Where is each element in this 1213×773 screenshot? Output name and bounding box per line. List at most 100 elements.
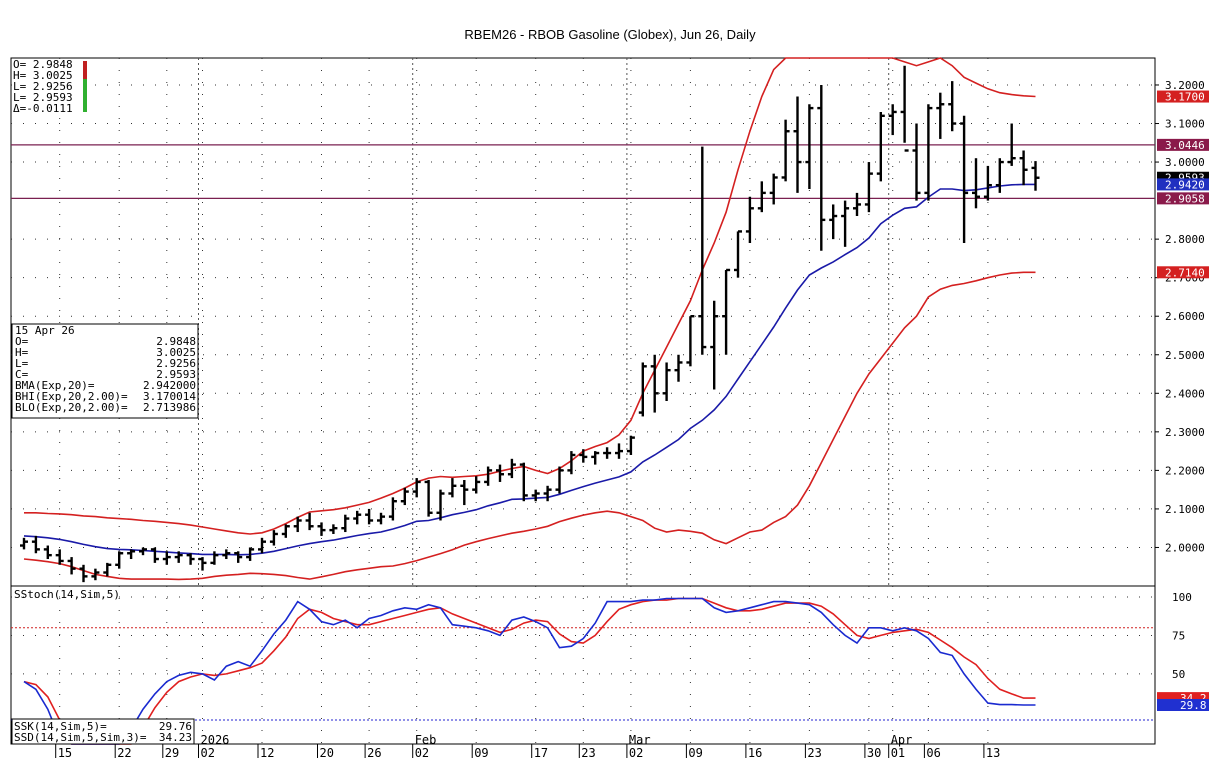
stoch-tick-label: 100: [1172, 591, 1192, 604]
price-badge-bg: [1157, 138, 1209, 151]
ohlc-bar: [674, 354, 683, 382]
x-tick-label: 16: [748, 746, 762, 760]
ohlc-bar: [91, 568, 100, 581]
close-indicator: [83, 79, 87, 112]
x-month-label: Feb: [415, 733, 437, 747]
top-info-open: O= 2.9848: [13, 58, 73, 71]
data-window-key: C=: [15, 368, 29, 381]
data-window-key: BLO(Exp,20,2.00)=: [15, 401, 128, 414]
stoch-tick-label: 75: [1172, 629, 1185, 642]
ohlc-bar: [341, 514, 350, 533]
ohlc-bar: [995, 158, 1004, 193]
ohlc-bar: [20, 537, 28, 550]
ohlc-bar: [686, 315, 695, 367]
ohlc-bar: [936, 92, 945, 139]
ohlc-bar: [948, 81, 957, 132]
ohlc-bar: [972, 158, 980, 209]
stoch-readout: SSK(14,Sim,5)= 29.76 SSD(14,Sim,5,Sim,3)…: [11, 718, 195, 745]
ohlc-bar: [377, 512, 385, 525]
ohlc-bar: [162, 551, 171, 565]
price-badge-bg: [1157, 90, 1209, 103]
price-badge-bg: [1157, 192, 1209, 205]
bollinger-lower-line: [23, 271, 1036, 581]
ohlc-bar: [412, 478, 421, 498]
ohlc-bar: [864, 162, 873, 213]
ohlc-bar: [388, 497, 397, 521]
price-tick-label: 2.4000: [1165, 387, 1205, 400]
data-window-value: 2.942000: [143, 379, 196, 392]
ohlc-bar: [424, 480, 433, 517]
data-window-key: L=: [15, 357, 29, 370]
ohlc-bar: [615, 443, 623, 459]
ohlc-bar: [269, 530, 278, 546]
ohlc-bar: [174, 551, 183, 563]
ohlc-bar: [31, 535, 40, 554]
ohlc-bar: [484, 466, 493, 486]
ohlc-bar: [472, 476, 481, 494]
x-tick-label: 02: [629, 746, 643, 760]
price-y-axis: 3.20003.10003.00002.80002.70002.60002.50…: [1155, 79, 1205, 554]
price-badge-label: 3.0446: [1165, 139, 1205, 152]
ohlc-bar: [567, 451, 576, 475]
price-badge-label: 2.7140: [1165, 266, 1205, 279]
ohlc-bar: [436, 489, 445, 521]
price-tick-label: 2.8000: [1165, 233, 1205, 246]
x-axis: 15 22 29 02 12 20 26 02 09 17 23 02 09 16 23 30 01 06 1320…: [55, 733, 1000, 760]
ohlc-bar: [222, 549, 231, 560]
x-tick-label: 09: [688, 746, 702, 760]
ssk-line: [23, 597, 1036, 745]
stoch-title: SStoch(14,Sim,5): [14, 588, 120, 601]
stoch-badges: 34.229.8: [1157, 692, 1209, 712]
x-tick-label: 02: [201, 746, 215, 760]
data-window-key: BMA(Exp,20)=: [15, 379, 95, 392]
ohlc-bar: [400, 487, 409, 506]
ohlc-bar: [817, 84, 826, 251]
ohlc-bar: [150, 547, 159, 563]
data-window-value: 2.9848: [156, 335, 196, 348]
ohlc-bar: [841, 200, 850, 247]
ohlc-bar: [1007, 123, 1016, 166]
top-info-readout: O= 2.9848 H= 3.0025 L= 2.9256 L= 2.9593 …: [12, 58, 88, 115]
top-info-low: L= 2.9256: [13, 80, 73, 93]
ohlc-bar: [745, 196, 754, 243]
ohlc-bar: [258, 537, 266, 554]
ohlc-bar: [460, 480, 469, 506]
ohlc-bar: [281, 524, 290, 538]
data-window-value: 2.9256: [156, 357, 196, 370]
ohlc-bar: [531, 489, 540, 502]
high-low-range-indicator: [83, 61, 87, 79]
ohlc-bar: [246, 547, 255, 561]
ohlc-bar: [1031, 161, 1040, 191]
ohlc-bar: [139, 547, 147, 556]
ohlc-bar: [960, 115, 969, 243]
ohlc-bar: [781, 119, 790, 182]
x-month-label: Mar: [629, 733, 651, 747]
price-tick-label: 2.6000: [1165, 310, 1205, 323]
top-info-last: L= 2.9593: [13, 91, 73, 104]
ohlc-bar: [79, 564, 88, 583]
ohlc-bar: [769, 173, 778, 205]
stoch-badge-bg: [1157, 698, 1209, 711]
price-badge-bg: [1157, 266, 1209, 279]
x-tick-label: 09: [474, 746, 488, 760]
stoch-lines: [23, 597, 1036, 745]
ohlc-bar: [115, 551, 124, 569]
price-badge-label: 2.9058: [1165, 192, 1205, 205]
data-window: 15 Apr 26 O= 2.9848 H= 3.0025 L= 2.9256 C= 2.95…: [11, 323, 199, 419]
x-tick-label: 02: [415, 746, 429, 760]
data-window-value: 3.170014: [143, 390, 196, 403]
x-tick-label: 12: [260, 746, 274, 760]
data-window-key: H=: [15, 346, 29, 359]
ohlc-bar: [555, 466, 564, 494]
ssk-value: 29.76: [159, 720, 192, 733]
ssd-value: 34.23: [159, 731, 192, 744]
ohlc-bar: [876, 111, 885, 182]
ohlc-bar: [662, 362, 671, 402]
x-tick-label: 23: [807, 746, 821, 760]
stoch-grid: [11, 586, 1155, 744]
price-badge-label: 3.1700: [1165, 91, 1205, 104]
ohlc-bar: [710, 300, 719, 390]
ohlc-bar: [924, 104, 933, 201]
price-badge: 3.1700: [1157, 90, 1209, 104]
